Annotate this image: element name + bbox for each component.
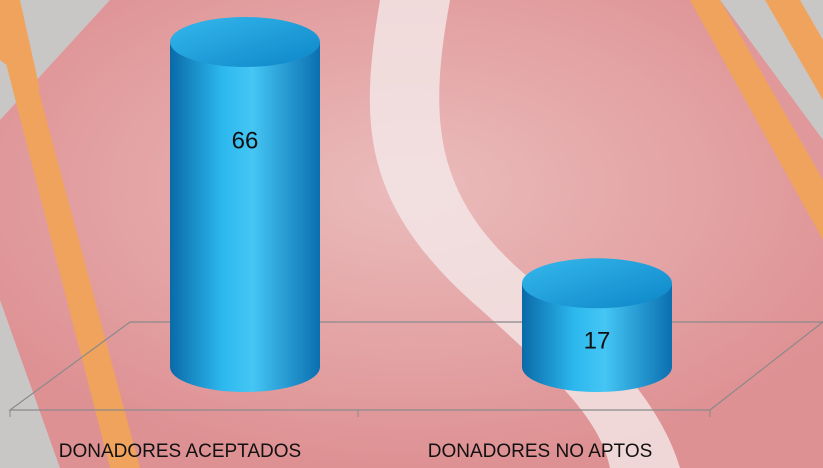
data-label: 66 <box>232 127 259 154</box>
cylinder-top <box>522 258 672 308</box>
data-label: 17 <box>584 327 611 354</box>
cylinder-top <box>170 17 320 67</box>
x-tick-label: DONADORES NO APTOS <box>428 441 653 462</box>
background <box>0 0 823 468</box>
chart: 66 DONADORES ACEPTADOS 17 DONADORES NO APTO… <box>0 0 823 468</box>
x-tick-label: DONADORES ACEPTADOS <box>59 441 301 462</box>
cylinder-body <box>170 42 320 392</box>
